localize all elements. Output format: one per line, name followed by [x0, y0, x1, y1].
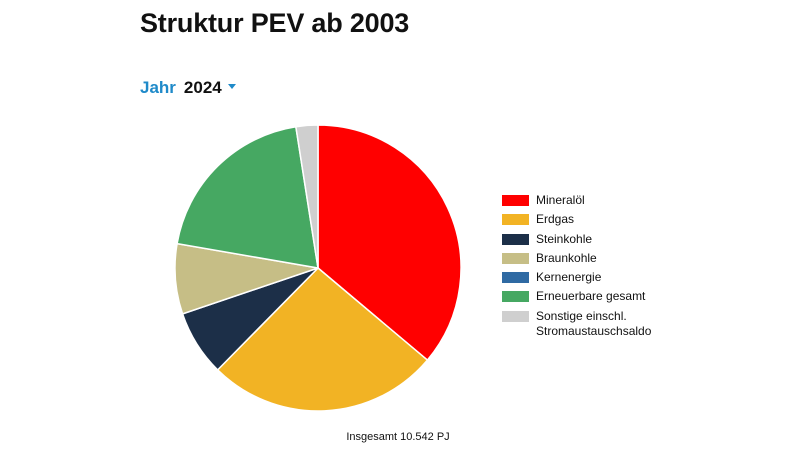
- pie-chart: [174, 124, 462, 412]
- legend-item-erneuerbare[interactable]: Erneuerbare gesamt: [502, 289, 651, 308]
- legend-label: Erneuerbare gesamt: [536, 289, 646, 304]
- legend-swatch: [502, 272, 529, 284]
- legend-swatch: [502, 291, 529, 303]
- legend-item-sonstige[interactable]: Sonstige einschl. Stromaustauschsaldo: [502, 309, 651, 338]
- legend-swatch: [502, 233, 529, 245]
- chart-legend: Mineralöl Erdgas Steinkohle Braunkohle K…: [502, 193, 651, 338]
- year-dropdown[interactable]: 2024: [184, 78, 236, 98]
- legend-label: Steinkohle: [536, 231, 593, 246]
- legend-label: Sonstige einschl. Stromaustauschsaldo: [536, 308, 652, 338]
- chart-total-footer: Insgesamt 10.542 PJ: [346, 431, 450, 443]
- legend-item-mineraloel[interactable]: Mineralöl: [502, 193, 651, 212]
- legend-swatch: [502, 310, 529, 322]
- legend-item-erdgas[interactable]: Erdgas: [502, 212, 651, 231]
- page-title: Struktur PEV ab 2003: [140, 8, 410, 38]
- caret-down-icon: [227, 84, 236, 89]
- legend-item-kernenergie[interactable]: Kernenergie: [502, 270, 651, 289]
- year-filter: Jahr 2024: [140, 78, 236, 98]
- pie-slice-5[interactable]: [176, 125, 319, 269]
- legend-swatch: [502, 195, 529, 206]
- pie-slice-1[interactable]: [216, 267, 429, 412]
- legend-label: Erdgas: [536, 212, 575, 227]
- legend-swatch: [502, 252, 529, 264]
- pie-slices: [174, 124, 462, 412]
- legend-item-steinkohle[interactable]: Steinkohle: [502, 232, 651, 251]
- legend-label: Braunkohle: [536, 250, 597, 265]
- legend-label: Mineralöl: [536, 193, 585, 207]
- year-dropdown-value: 2024: [183, 78, 222, 97]
- year-label: Jahr: [140, 78, 176, 97]
- pie-slice-6[interactable]: [295, 124, 319, 269]
- pie-slice-0[interactable]: [317, 124, 462, 361]
- legend-item-braunkohle[interactable]: Braunkohle: [502, 251, 651, 270]
- legend-label: Kernenergie: [536, 270, 602, 285]
- legend-swatch: [502, 214, 529, 226]
